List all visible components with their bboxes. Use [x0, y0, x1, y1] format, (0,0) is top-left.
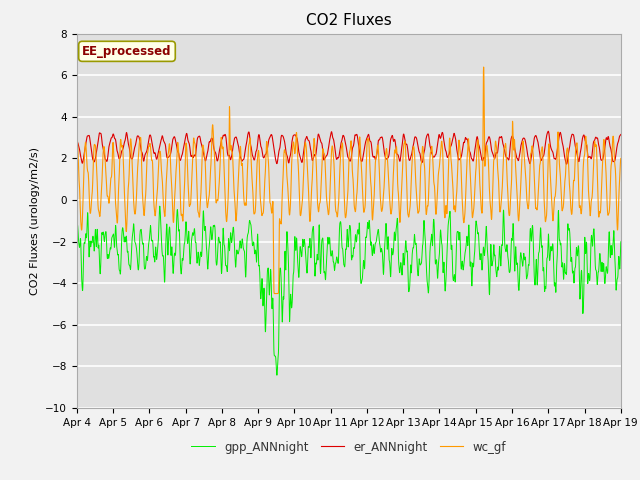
er_ANNnight — [73, 140, 81, 146]
er_ANNnight — [563, 161, 570, 167]
er_ANNnight — [452, 142, 460, 147]
Line: wc_gf: wc_gf — [77, 67, 621, 294]
gpp_ANNnight — [522, 266, 530, 272]
wc_gf — [418, 158, 426, 164]
wc_gf — [452, 193, 460, 199]
er_ANNnight — [522, 139, 529, 145]
Title: CO2 Fluxes: CO2 Fluxes — [306, 13, 392, 28]
wc_gf — [482, 156, 490, 161]
gpp_ANNnight — [617, 239, 625, 245]
gpp_ANNnight — [418, 255, 426, 261]
gpp_ANNnight — [73, 230, 81, 236]
er_ANNnight — [481, 149, 489, 155]
wc_gf — [480, 64, 488, 70]
wc_gf — [246, 140, 253, 146]
er_ANNnight — [545, 128, 552, 134]
gpp_ANNnight — [452, 237, 460, 243]
er_ANNnight — [246, 131, 253, 136]
Y-axis label: CO2 Fluxes (urology/m2/s): CO2 Fluxes (urology/m2/s) — [29, 147, 40, 295]
er_ANNnight — [452, 143, 460, 149]
Legend: gpp_ANNnight, er_ANNnight, wc_gf: gpp_ANNnight, er_ANNnight, wc_gf — [187, 436, 511, 458]
wc_gf — [452, 191, 460, 197]
Line: er_ANNnight: er_ANNnight — [77, 131, 621, 164]
gpp_ANNnight — [273, 372, 281, 378]
er_ANNnight — [418, 159, 426, 165]
er_ANNnight — [617, 132, 625, 137]
gpp_ANNnight — [453, 233, 461, 239]
Text: EE_processed: EE_processed — [82, 45, 172, 58]
wc_gf — [271, 291, 278, 297]
wc_gf — [73, 127, 81, 132]
wc_gf — [617, 156, 625, 161]
gpp_ANNnight — [482, 234, 490, 240]
Line: gpp_ANNnight: gpp_ANNnight — [77, 206, 621, 375]
gpp_ANNnight — [156, 203, 164, 209]
wc_gf — [522, 178, 530, 184]
gpp_ANNnight — [246, 218, 253, 224]
